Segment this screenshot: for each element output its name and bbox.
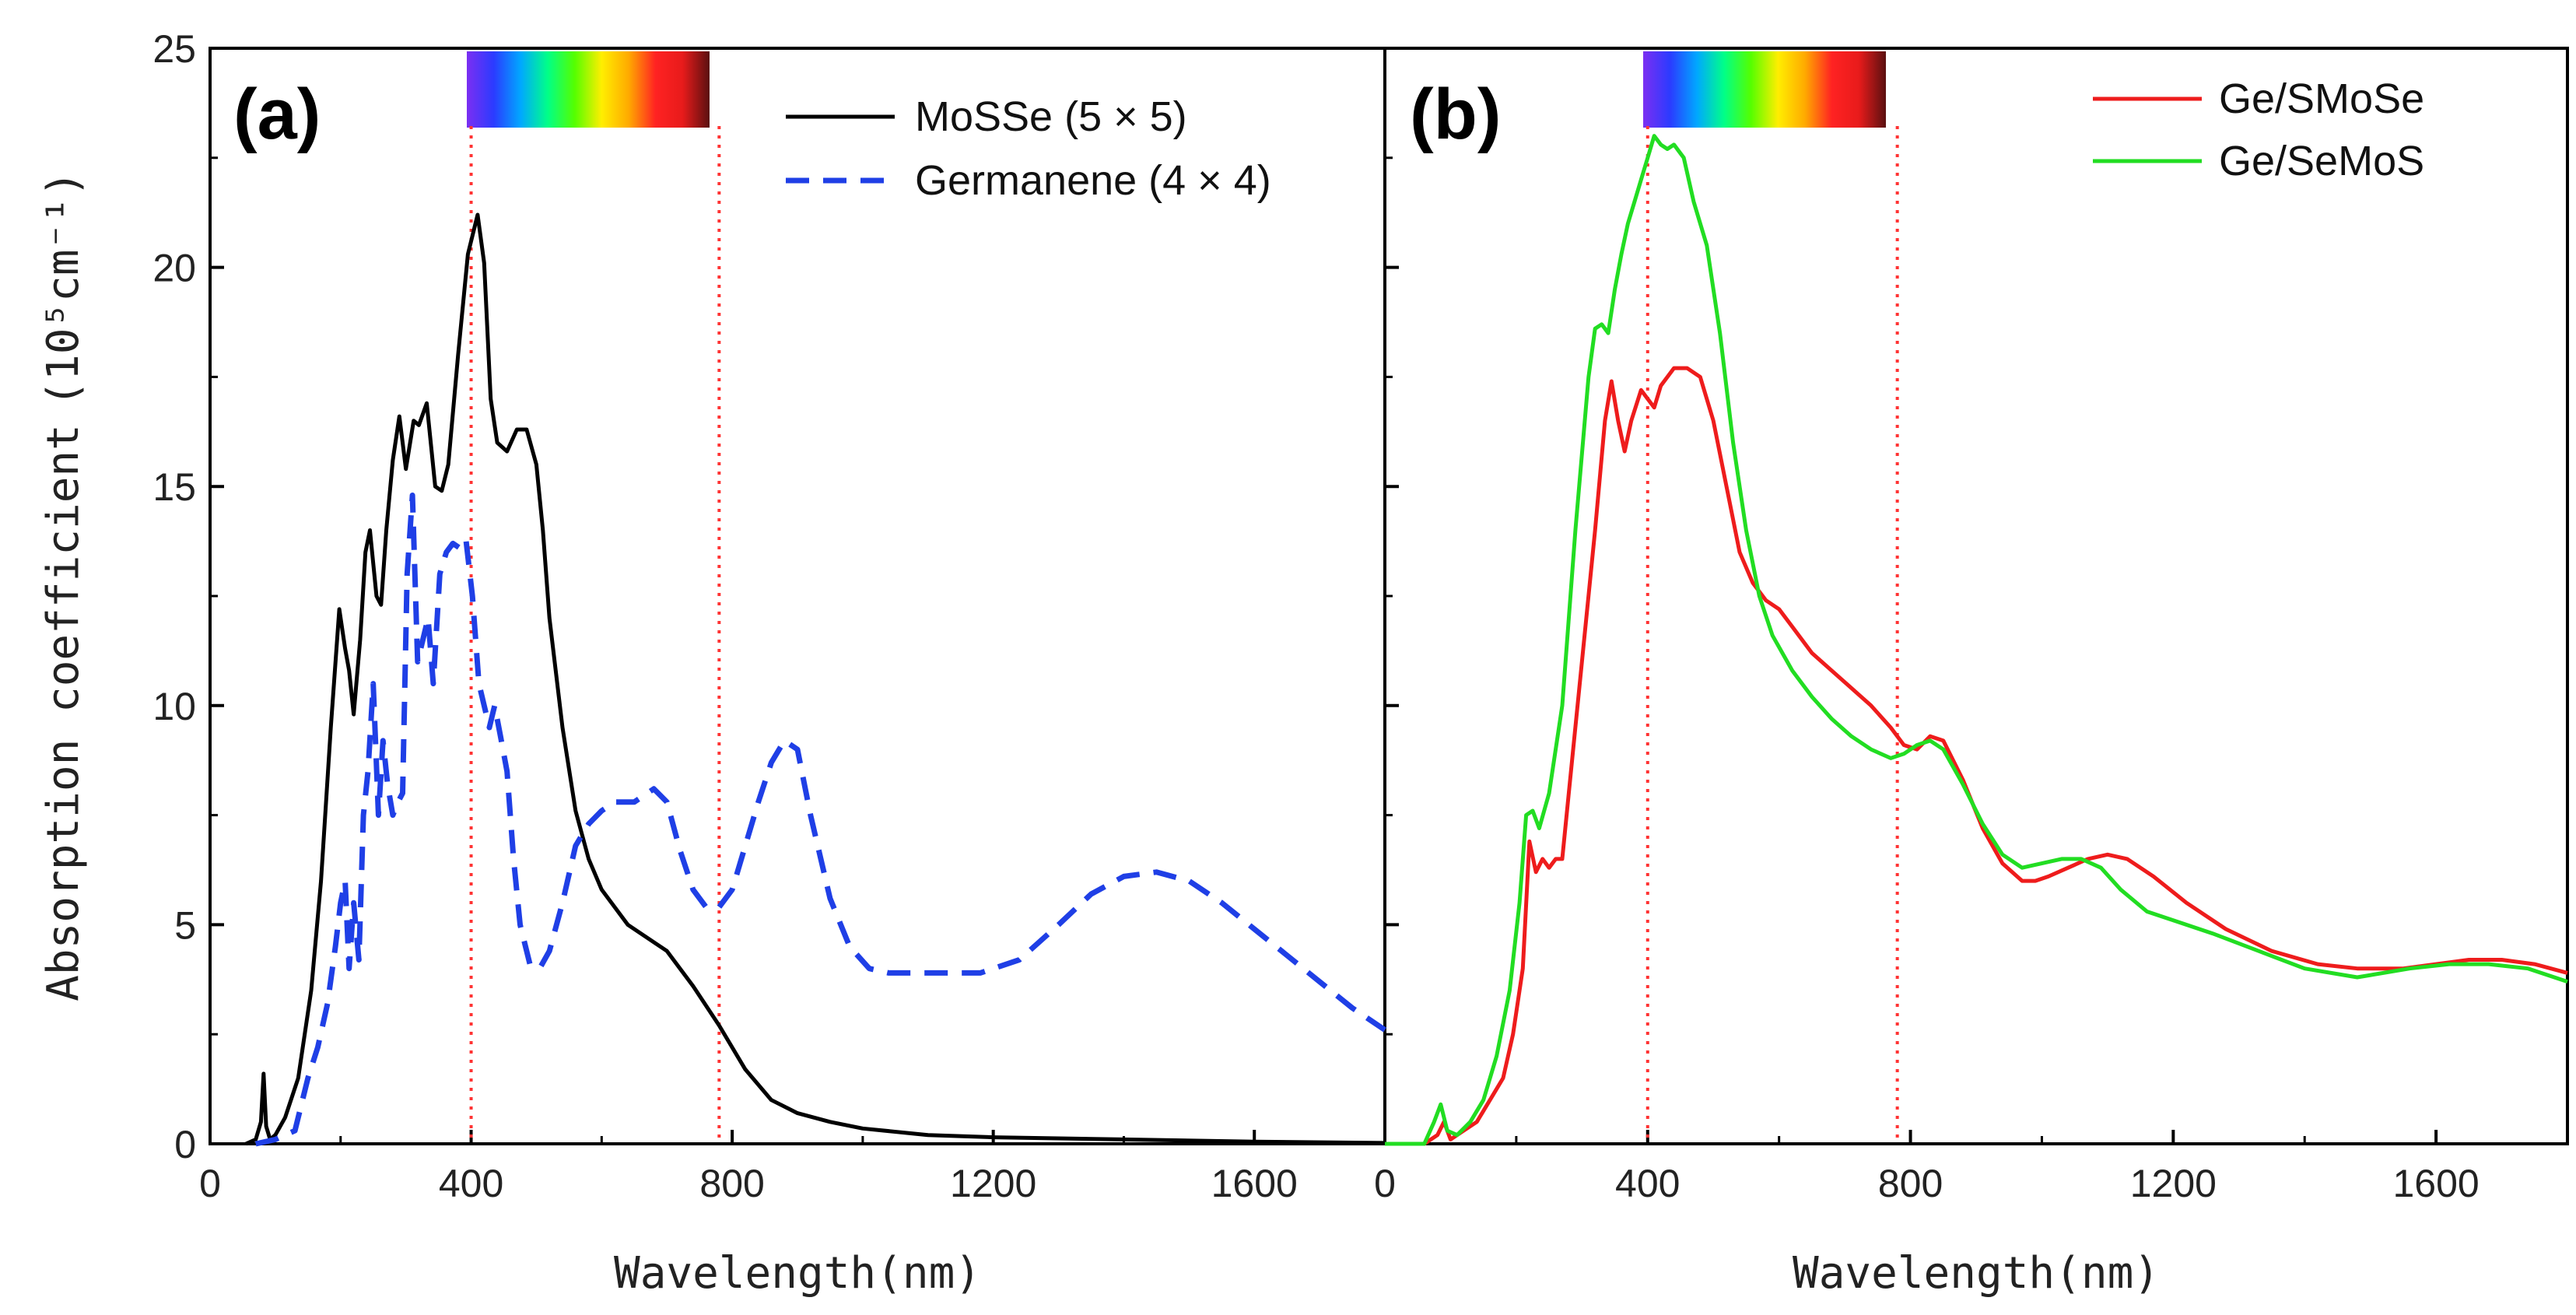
panel-a-series xyxy=(245,212,1386,1147)
x-tick-label: 800 xyxy=(1878,1162,1943,1205)
x-tick-label: 0 xyxy=(199,1162,221,1205)
panel-a-ticks: 0 400 800 1200 1600 0 5 10 15 20 25 xyxy=(152,27,1297,1205)
panel-b-series xyxy=(1385,134,2568,1146)
panel-a-label: (a) xyxy=(233,75,321,154)
x-tick-label: 400 xyxy=(439,1162,503,1205)
x-tick-label: 1600 xyxy=(1211,1162,1298,1205)
x-tick-label: 1200 xyxy=(2130,1162,2217,1205)
y-tick-label: 20 xyxy=(152,247,196,290)
panel-b-ticks: 0 400 800 1200 1600 xyxy=(1374,47,2480,1205)
y-axis-title-text: Absorption coefficient xyxy=(38,424,89,1001)
x-tick-label: 1600 xyxy=(2392,1162,2479,1205)
x-axis-title-b: Wavelength(nm) xyxy=(1793,1248,2160,1299)
legend-a-mosse-label: MoSSe (5 × 5) xyxy=(915,93,1187,140)
panel-a-visible-band-guides xyxy=(469,126,721,1144)
x-tick-label: 400 xyxy=(1615,1162,1680,1205)
series-line-ge-smose xyxy=(1385,366,2568,1146)
spectrum-bar-a xyxy=(467,51,710,128)
series-line-mosse-5-5 xyxy=(245,212,1386,1146)
x-axis-title-a: Wavelength(nm) xyxy=(614,1248,981,1299)
y-axis-title: Absorption coefficient (10⁵cm⁻¹) xyxy=(38,170,89,1001)
y-tick-label: 0 xyxy=(174,1123,196,1166)
x-tick-label: 800 xyxy=(699,1162,764,1205)
y-tick-label: 25 xyxy=(152,27,196,71)
y-tick-label: 5 xyxy=(174,903,196,947)
x-tick-label: 0 xyxy=(1374,1162,1396,1205)
series-line-ge-semos xyxy=(1385,134,2568,1146)
y-axis-title-unit: (10⁵cm⁻¹) xyxy=(38,170,89,406)
panel-b-visible-band-guides xyxy=(1645,126,1899,1144)
legend-b-ge-semos-label: Ge/SeMoS xyxy=(2219,138,2424,184)
series-line-germanene-4-4 xyxy=(254,493,1386,1147)
legend-a-germanene-label: Germanene (4 × 4) xyxy=(915,157,1271,204)
y-tick-label: 15 xyxy=(152,465,196,509)
panel-b-label: (b) xyxy=(1410,75,1501,154)
x-tick-label: 1200 xyxy=(950,1162,1036,1205)
y-tick-label: 10 xyxy=(152,685,196,728)
panel-b-frame xyxy=(1383,47,2569,1145)
panel-a-frame xyxy=(209,47,1386,1145)
spectrum-bar-b xyxy=(1643,51,1886,128)
legend-b-ge-smose-label: Ge/SMoSe xyxy=(2219,75,2424,122)
